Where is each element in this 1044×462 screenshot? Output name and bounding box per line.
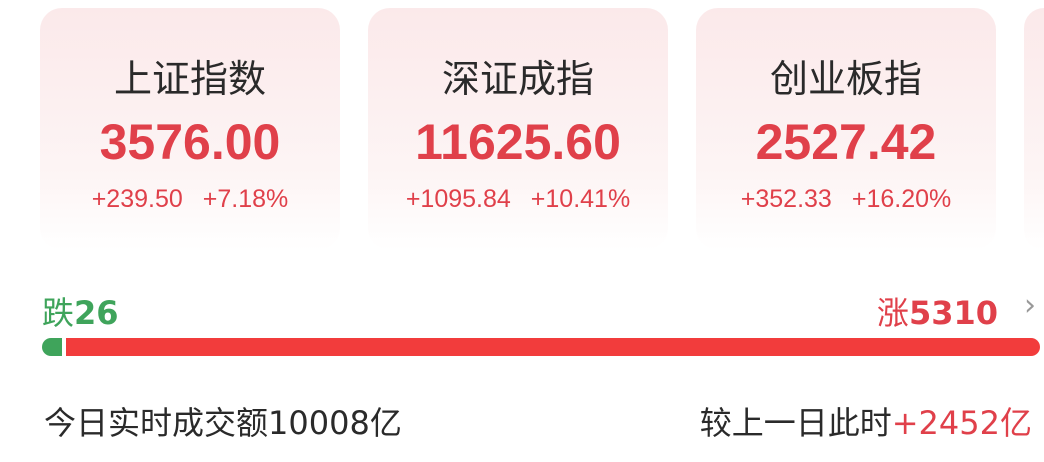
- index-card-partial[interactable]: [1024, 8, 1044, 250]
- index-value: 11625.60: [415, 114, 621, 170]
- index-pct: +10.41%: [530, 185, 631, 213]
- chevron-right-icon[interactable]: ›: [1024, 288, 1036, 323]
- index-pct: +16.20%: [851, 185, 952, 213]
- index-name: 创业板指: [769, 57, 922, 101]
- index-change: +1095.84: [405, 185, 511, 213]
- index-pct: +7.18%: [202, 185, 289, 213]
- index-change: +352.33: [740, 185, 832, 213]
- index-value: 2527.42: [755, 114, 937, 170]
- index-card-szse[interactable]: 深证成指 11625.60 +1095.84 +10.41%: [368, 8, 668, 250]
- turnover-compare: 较上一日此时+2452亿: [699, 404, 1032, 442]
- index-change: +239.50: [91, 185, 183, 213]
- advancers-bar: [66, 338, 1040, 356]
- decliners-bar: [42, 338, 62, 356]
- index-name: 上证指数: [113, 57, 266, 101]
- turnover: 今日实时成交额10008亿: [44, 404, 402, 442]
- index-value: 3576.00: [99, 114, 281, 170]
- breadth-bar: [42, 338, 1040, 356]
- index-card-chinext[interactable]: 创业板指 2527.42 +352.33 +16.20%: [696, 8, 996, 250]
- decliners-count: 跌26: [42, 294, 119, 332]
- advancers-count[interactable]: 涨5310: [876, 294, 998, 332]
- index-card-sse[interactable]: 上证指数 3576.00 +239.50 +7.18%: [40, 8, 340, 250]
- index-name: 深证成指: [441, 57, 594, 101]
